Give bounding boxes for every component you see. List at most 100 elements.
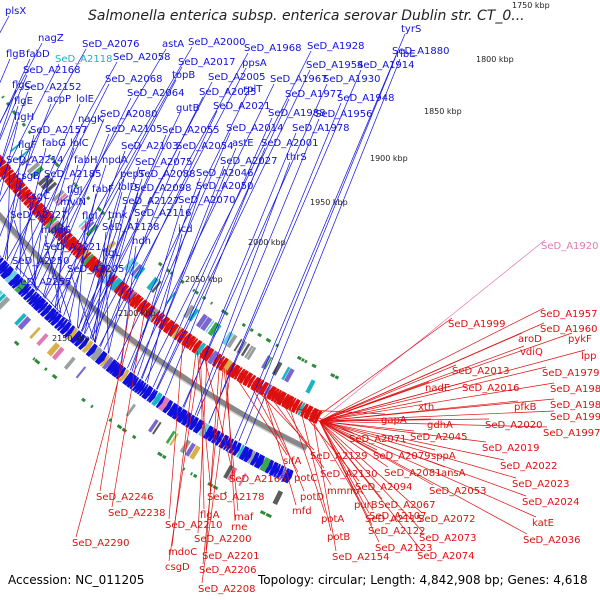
reverse-gene-label: SeD_A2022 <box>500 461 558 472</box>
reverse-gene-label: SeD_A2290 <box>72 538 130 549</box>
gene-feature-259 <box>185 335 197 350</box>
reverse-label-line <box>226 369 236 522</box>
forward-label-line <box>0 91 29 169</box>
forward-label-line <box>196 118 320 417</box>
forward-label-line <box>81 134 167 332</box>
gene-feature-279 <box>121 287 133 300</box>
gene-feature-250 <box>218 357 229 372</box>
forward-label-line <box>44 46 193 299</box>
forward-gene-label: plsX <box>5 6 26 17</box>
gene-feature-262 <box>174 327 185 341</box>
forward-gene-label: SeD_A2255 <box>14 277 72 288</box>
gene-feature-14 <box>231 442 242 457</box>
gene-feature-301 <box>57 229 70 242</box>
reverse-gene-label: SeD_A1991 <box>550 412 600 423</box>
gene-feature-8 <box>253 453 266 469</box>
reverse-gene-label: SeD_A2115 <box>365 514 423 525</box>
gene-feature-74 <box>20 285 32 298</box>
gene-feature-410 <box>123 257 136 272</box>
reverse-label-line <box>319 332 573 422</box>
gene-feature-47 <box>111 363 124 378</box>
forward-label-line <box>63 150 126 316</box>
reverse-gene-label: xth <box>418 402 434 413</box>
forward-label-line <box>13 219 38 291</box>
gene-feature-399 <box>205 320 215 333</box>
reverse-gene-label: SeD_A1957 <box>540 309 598 320</box>
forward-gene-label: SeD_A2103 <box>121 141 179 152</box>
reverse-gene-label: SeD_A1999 <box>448 319 506 330</box>
forward-label-line <box>194 161 291 416</box>
tick-label: 2100 kbp <box>118 309 156 318</box>
forward-gene-label: lolD <box>118 182 138 193</box>
tick-label: 1900 kbp <box>370 154 408 163</box>
reverse-label-line <box>319 420 537 518</box>
gene-feature-445 <box>265 512 272 519</box>
gene-feature-452 <box>182 467 186 471</box>
gene-feature-264 <box>167 323 180 337</box>
gene-feature-522 <box>49 156 54 161</box>
reverse-label-line <box>262 391 297 506</box>
reverse-gene-label: gdhA <box>427 420 453 431</box>
reverse-gene-label: SeD_A2020 <box>485 420 543 431</box>
gene-feature-230 <box>290 398 301 414</box>
gene-feature-326 <box>0 154 4 162</box>
gene-feature-79 <box>4 270 18 283</box>
gene-feature-272 <box>139 301 152 316</box>
gene-feature-316 <box>18 188 32 201</box>
gene-feature-386 <box>281 366 291 381</box>
gene-feature-257 <box>191 339 203 354</box>
reverse-label-line <box>312 417 337 552</box>
forward-label-line <box>78 178 125 329</box>
gene-feature-2 <box>278 466 287 481</box>
reverse-gene-label: SeD_A2201 <box>202 551 260 562</box>
gene-feature-298 <box>67 239 80 252</box>
forward-gene-label: flgL <box>102 248 121 259</box>
forward-label-line <box>99 67 247 347</box>
gene-feature-236 <box>270 388 280 402</box>
forward-gene-label: ndh <box>132 236 151 247</box>
gene-feature-508 <box>192 288 196 293</box>
forward-gene-label: SeD_A2005 <box>208 72 266 83</box>
reverse-label-line <box>319 381 467 422</box>
forward-label-line <box>0 74 28 141</box>
gene-feature-465 <box>13 340 20 347</box>
gene-feature-63 <box>53 316 66 329</box>
reverse-label-line <box>319 420 517 479</box>
forward-gene-label: pepT <box>120 169 146 180</box>
forward-label-line <box>93 205 127 342</box>
reverse-gene-label: SeD_A2178 <box>207 492 265 503</box>
gene-feature-0 <box>284 469 294 484</box>
forward-gene-label: SeD_A1880 <box>392 46 450 57</box>
gene-feature-33 <box>155 395 166 409</box>
gene-feature-167 <box>189 445 201 460</box>
forward-gene-label: tyrS <box>401 24 421 35</box>
forward-gene-label: SeD_A2250 <box>12 256 70 267</box>
forward-gene-label: SeD_A1978 <box>292 123 350 134</box>
reverse-label-line <box>319 420 422 551</box>
forward-label-line <box>31 147 75 286</box>
reverse-gene-label: SeD_A2165 <box>229 474 287 485</box>
reverse-label-line <box>202 367 224 565</box>
reverse-label-line <box>319 420 548 428</box>
gene-feature-289 <box>91 262 103 274</box>
gene-feature-456 <box>121 427 128 433</box>
gene-feature-450 <box>192 473 198 479</box>
forward-label-line <box>103 110 218 350</box>
reverse-label-line <box>200 352 205 510</box>
gene-feature-185 <box>0 290 4 296</box>
gene-feature-7 <box>259 456 271 472</box>
gene-feature-239 <box>258 381 270 396</box>
forward-gene-label: nagZ <box>38 33 64 44</box>
gene-feature-36 <box>146 389 156 402</box>
forward-label-line <box>6 164 11 262</box>
forward-gene-label: SeD_A2058 <box>113 52 171 63</box>
gene-feature-384 <box>305 379 316 394</box>
gene-feature-6 <box>264 459 275 474</box>
gene-feature-166 <box>223 464 234 479</box>
forward-gene-label: gutB <box>176 103 200 114</box>
gene-feature-402 <box>187 308 200 322</box>
gene-feature-403 <box>183 304 195 319</box>
gene-feature-523 <box>47 154 52 158</box>
